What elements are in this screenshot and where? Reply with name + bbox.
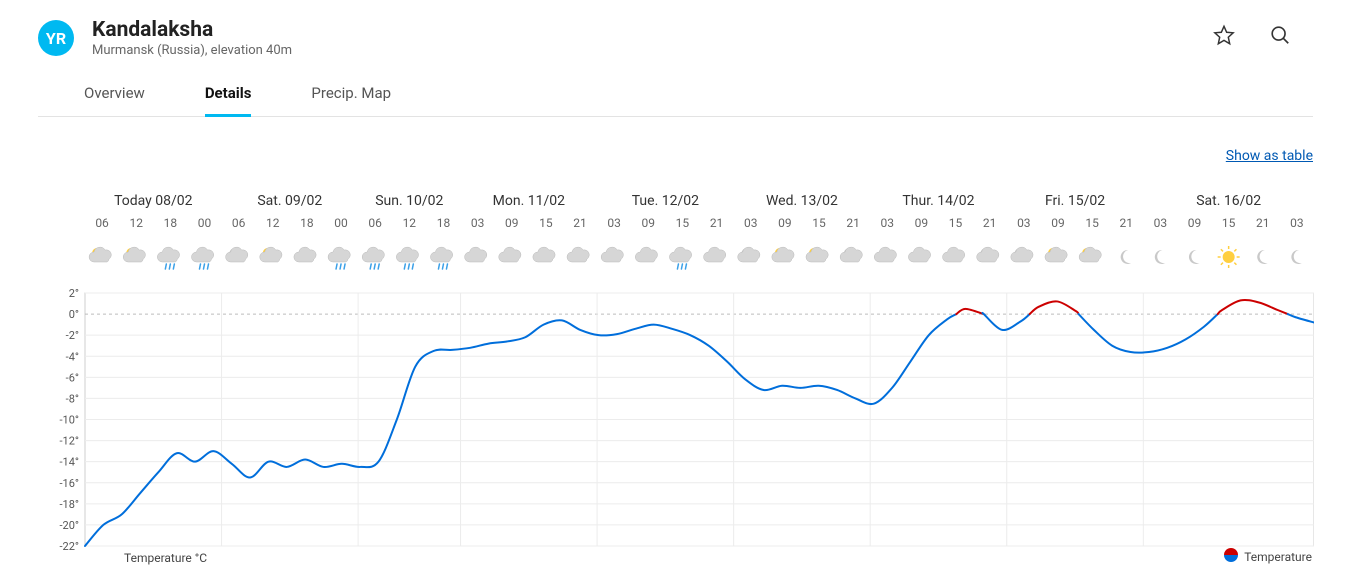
svg-text:Sat. 16/02: Sat. 16/02 xyxy=(1196,193,1261,209)
svg-text:-18°: -18° xyxy=(59,498,79,511)
svg-text:Sun. 10/02: Sun. 10/02 xyxy=(375,193,443,209)
svg-text:-16°: -16° xyxy=(59,477,79,490)
svg-text:18: 18 xyxy=(437,216,451,230)
svg-text:06: 06 xyxy=(232,216,246,230)
svg-text:18: 18 xyxy=(164,216,178,230)
svg-text:15: 15 xyxy=(949,216,963,230)
tab-precip-map[interactable]: Precip. Map xyxy=(311,84,391,117)
svg-text:18: 18 xyxy=(300,216,314,230)
svg-text:-4°: -4° xyxy=(66,350,79,363)
page-subtitle: Murmansk (Russia), elevation 40m xyxy=(92,43,1213,58)
svg-text:15: 15 xyxy=(1085,216,1099,230)
svg-text:09: 09 xyxy=(915,216,929,230)
svg-text:03: 03 xyxy=(1017,216,1031,230)
svg-text:21: 21 xyxy=(1119,216,1133,230)
legend: Temperature xyxy=(1224,548,1312,565)
tab-details[interactable]: Details xyxy=(205,84,252,117)
svg-text:21: 21 xyxy=(983,216,997,230)
chart-svg: 2° 0° -2° -4° -6° -8° -10° -12° -14° -16° -18° -20°… xyxy=(40,185,1314,565)
svg-text:03: 03 xyxy=(607,216,621,230)
svg-text:09: 09 xyxy=(1188,216,1202,230)
svg-text:2°: 2° xyxy=(69,287,79,300)
svg-text:09: 09 xyxy=(505,216,518,230)
search-icon[interactable] xyxy=(1269,24,1291,46)
svg-text:03: 03 xyxy=(1154,216,1168,230)
svg-text:-2°: -2° xyxy=(66,329,79,342)
svg-text:15: 15 xyxy=(676,216,690,230)
svg-text:Fri. 15/02: Fri. 15/02 xyxy=(1045,193,1105,209)
svg-text:21: 21 xyxy=(846,216,860,230)
svg-text:-22°: -22° xyxy=(59,540,79,553)
app-logo[interactable]: YR xyxy=(38,20,74,56)
svg-text:-12°: -12° xyxy=(59,435,79,448)
svg-text:21: 21 xyxy=(573,216,587,230)
svg-text:09: 09 xyxy=(778,216,792,230)
temperature-chart: 2° 0° -2° -4° -6° -8° -10° -12° -14° -16° -18° -20°… xyxy=(40,185,1314,565)
svg-text:0°: 0° xyxy=(69,308,79,321)
svg-text:03: 03 xyxy=(471,216,485,230)
svg-text:00: 00 xyxy=(334,216,348,230)
svg-text:Tue. 12/02: Tue. 12/02 xyxy=(632,193,699,209)
svg-text:03: 03 xyxy=(1290,216,1304,230)
svg-text:03: 03 xyxy=(881,216,895,230)
svg-text:09: 09 xyxy=(642,216,656,230)
svg-text:-8°: -8° xyxy=(66,392,79,405)
svg-text:-10°: -10° xyxy=(59,414,79,427)
svg-text:06: 06 xyxy=(95,216,109,230)
svg-text:-6°: -6° xyxy=(66,371,79,384)
svg-text:15: 15 xyxy=(812,216,826,230)
legend-label: Temperature xyxy=(1244,550,1312,564)
svg-text:21: 21 xyxy=(710,216,724,230)
show-as-table-link[interactable]: Show as table xyxy=(1226,148,1313,164)
svg-text:-20°: -20° xyxy=(59,519,79,532)
svg-text:12: 12 xyxy=(403,216,417,230)
legend-swatch-icon xyxy=(1224,548,1238,565)
svg-text:09: 09 xyxy=(1051,216,1065,230)
svg-text:15: 15 xyxy=(539,216,553,230)
svg-text:Thur. 14/02: Thur. 14/02 xyxy=(902,193,974,209)
xaxis-label: Temperature °C xyxy=(124,551,207,565)
favorite-star-icon[interactable] xyxy=(1213,24,1235,46)
svg-text:Wed. 13/02: Wed. 13/02 xyxy=(766,193,838,209)
svg-text:12: 12 xyxy=(266,216,280,230)
svg-text:Sat. 09/02: Sat. 09/02 xyxy=(257,193,322,209)
svg-text:15: 15 xyxy=(1222,216,1236,230)
svg-text:Mon. 11/02: Mon. 11/02 xyxy=(493,193,565,209)
tabs: Overview Details Precip. Map xyxy=(38,84,1313,117)
svg-text:03: 03 xyxy=(744,216,758,230)
svg-text:12: 12 xyxy=(129,216,143,230)
svg-text:06: 06 xyxy=(368,216,382,230)
svg-text:-14°: -14° xyxy=(59,456,79,469)
svg-text:Today 08/02: Today 08/02 xyxy=(114,193,193,209)
svg-text:21: 21 xyxy=(1256,216,1270,230)
page-title: Kandalaksha xyxy=(92,18,1213,42)
svg-text:00: 00 xyxy=(198,216,212,230)
tab-overview[interactable]: Overview xyxy=(84,84,145,117)
